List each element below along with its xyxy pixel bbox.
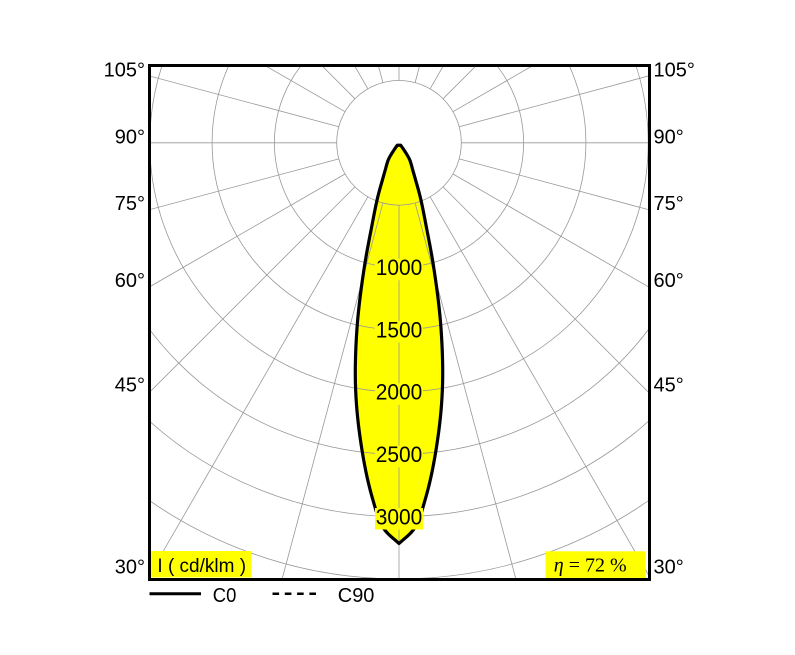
svg-text:45°: 45° (115, 375, 145, 397)
svg-text:30°: 30° (115, 557, 145, 579)
svg-text:2500: 2500 (376, 442, 423, 467)
svg-text:1500: 1500 (376, 317, 423, 342)
svg-text:C90: C90 (338, 585, 375, 607)
svg-text:2000: 2000 (376, 380, 423, 405)
svg-text:60°: 60° (654, 270, 684, 292)
svg-text:30°: 30° (654, 557, 684, 579)
svg-text:45°: 45° (654, 375, 684, 397)
svg-text:75°: 75° (115, 193, 145, 215)
svg-text:90°: 90° (654, 126, 684, 148)
svg-text:I ( cd/klm ): I ( cd/klm ) (157, 556, 246, 577)
svg-text:75°: 75° (654, 193, 684, 215)
svg-text:60°: 60° (115, 270, 145, 292)
svg-text:3000: 3000 (376, 504, 423, 529)
svg-text:1000: 1000 (376, 255, 423, 280)
svg-text:105°: 105° (654, 59, 695, 81)
svg-text:C0: C0 (213, 585, 237, 607)
svg-text:105°: 105° (104, 59, 145, 81)
svg-text:90°: 90° (115, 126, 145, 148)
svg-text:η = 72 %: η = 72 % (554, 555, 627, 577)
